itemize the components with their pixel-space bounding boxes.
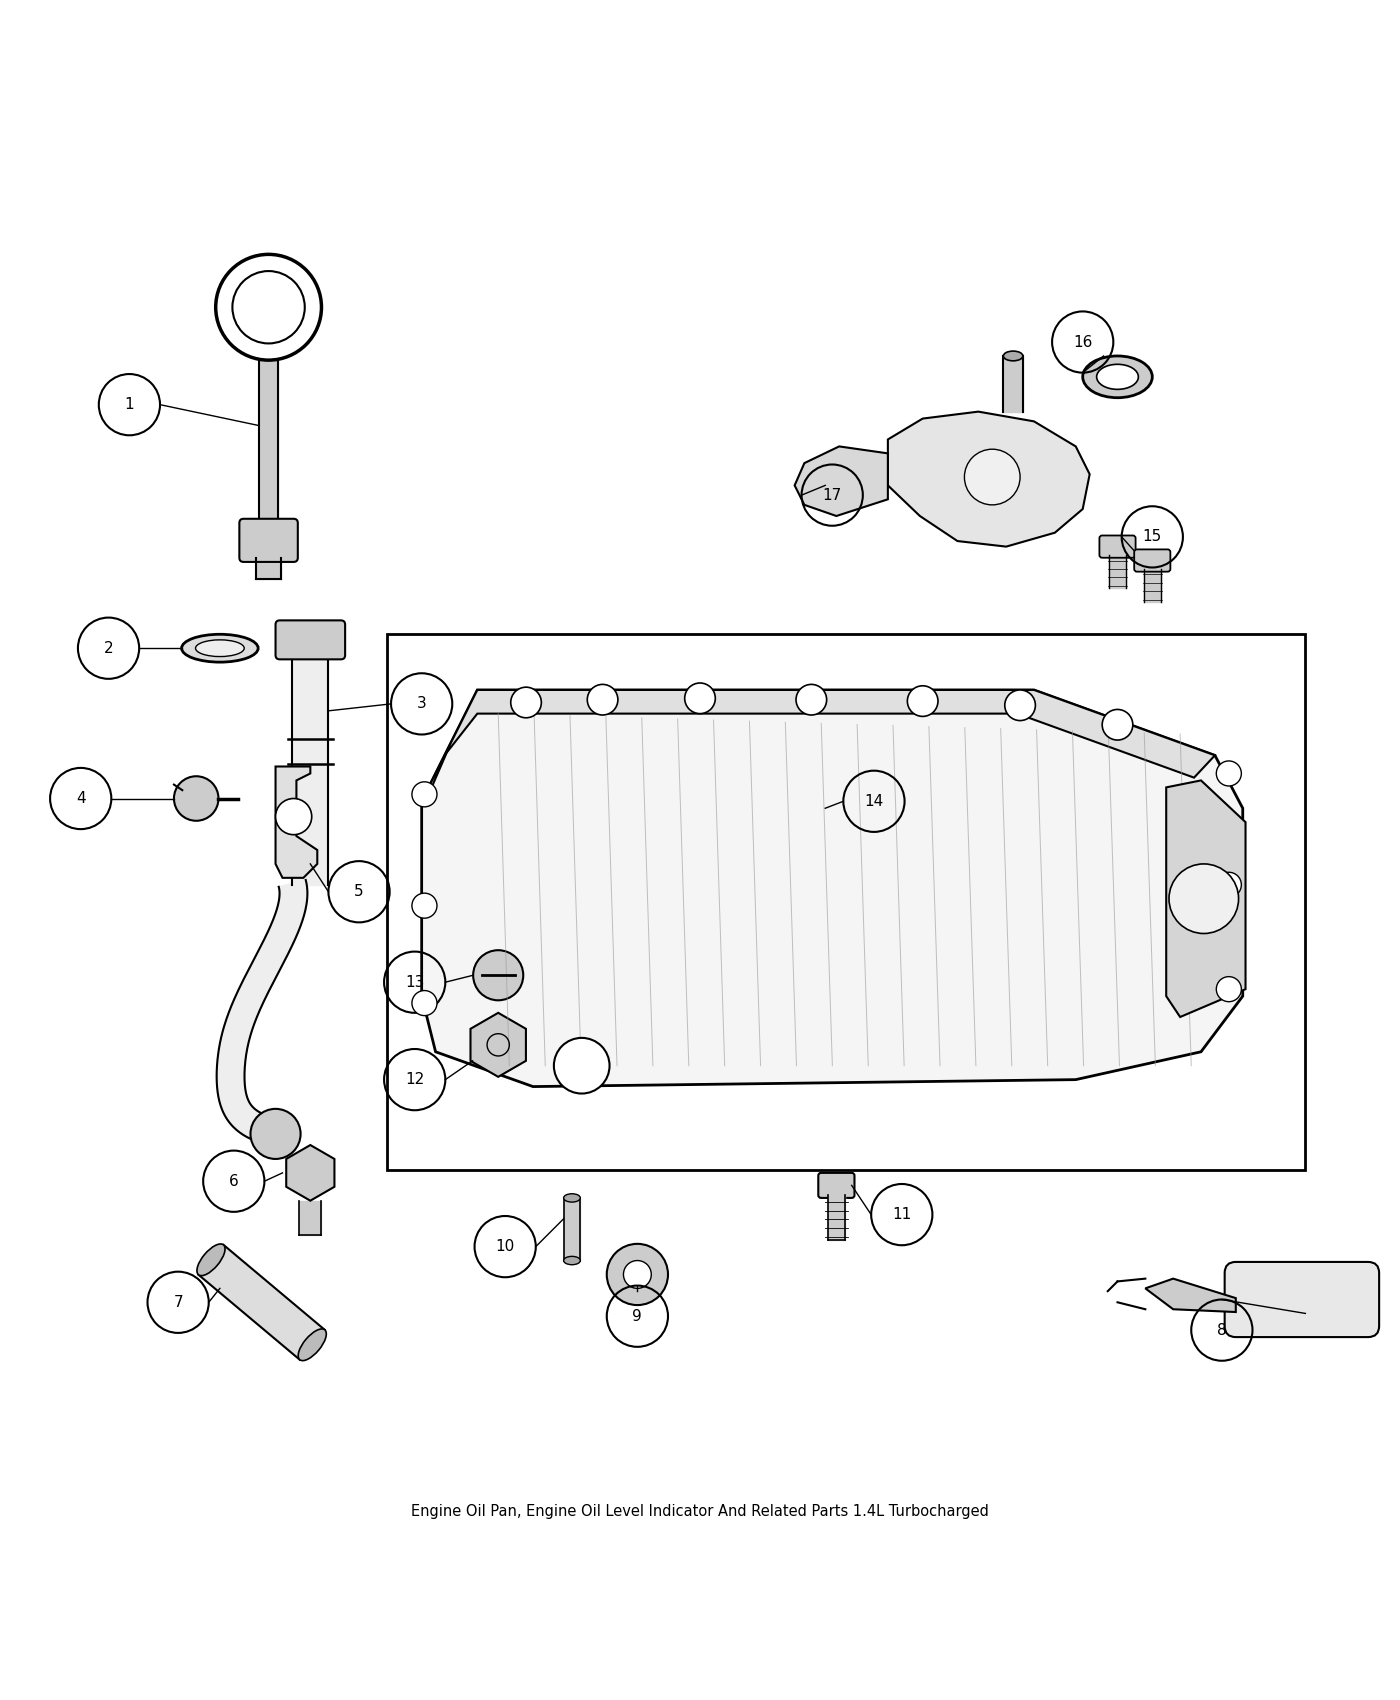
Circle shape	[511, 687, 542, 717]
Circle shape	[412, 991, 437, 1015]
FancyBboxPatch shape	[1225, 1261, 1379, 1338]
Text: 12: 12	[405, 1073, 424, 1086]
Ellipse shape	[182, 634, 258, 661]
Text: 15: 15	[1142, 529, 1162, 544]
Polygon shape	[276, 767, 318, 877]
Text: 5: 5	[354, 884, 364, 899]
Ellipse shape	[1082, 355, 1152, 398]
Ellipse shape	[1096, 364, 1138, 389]
Circle shape	[907, 685, 938, 716]
Circle shape	[623, 1260, 651, 1289]
Polygon shape	[421, 690, 1215, 801]
Circle shape	[1102, 709, 1133, 740]
Bar	[386, 634, 1305, 1170]
Circle shape	[251, 1108, 301, 1159]
Text: 7: 7	[174, 1295, 183, 1309]
Polygon shape	[1145, 1278, 1236, 1312]
Ellipse shape	[564, 1256, 581, 1265]
Circle shape	[412, 892, 437, 918]
FancyBboxPatch shape	[276, 620, 346, 660]
Ellipse shape	[196, 639, 244, 656]
Text: Engine Oil Pan, Engine Oil Level Indicator And Related Parts 1.4L Turbocharged: Engine Oil Pan, Engine Oil Level Indicat…	[412, 1503, 988, 1518]
Ellipse shape	[564, 1193, 581, 1202]
Polygon shape	[421, 690, 1243, 1086]
Text: 9: 9	[633, 1309, 643, 1324]
Text: 1: 1	[125, 398, 134, 411]
Circle shape	[797, 685, 826, 716]
Circle shape	[587, 685, 617, 716]
Text: 17: 17	[823, 488, 841, 503]
Circle shape	[1217, 976, 1242, 1001]
FancyBboxPatch shape	[1134, 549, 1170, 571]
Polygon shape	[199, 1244, 325, 1360]
Text: 2: 2	[104, 641, 113, 656]
Text: 3: 3	[417, 697, 427, 711]
Ellipse shape	[197, 1244, 225, 1275]
Text: 14: 14	[864, 794, 883, 809]
Circle shape	[606, 1244, 668, 1306]
Circle shape	[1169, 864, 1239, 933]
Text: 4: 4	[76, 790, 85, 806]
Text: 11: 11	[892, 1207, 911, 1222]
Circle shape	[276, 799, 312, 835]
Polygon shape	[286, 1146, 335, 1200]
Text: 8: 8	[1217, 1323, 1226, 1338]
Circle shape	[685, 683, 715, 714]
Circle shape	[473, 950, 524, 1000]
Polygon shape	[217, 881, 308, 1146]
Circle shape	[1217, 872, 1242, 898]
Text: 16: 16	[1072, 335, 1092, 350]
Ellipse shape	[298, 1329, 326, 1360]
FancyBboxPatch shape	[818, 1173, 854, 1198]
Circle shape	[1217, 762, 1242, 785]
FancyBboxPatch shape	[1099, 536, 1135, 558]
Circle shape	[412, 782, 437, 807]
Text: 13: 13	[405, 974, 424, 989]
Circle shape	[965, 449, 1021, 505]
Circle shape	[554, 1039, 609, 1093]
Circle shape	[1005, 690, 1036, 721]
Polygon shape	[888, 411, 1089, 547]
Polygon shape	[470, 1013, 526, 1076]
Text: 10: 10	[496, 1239, 515, 1255]
Ellipse shape	[1004, 352, 1023, 360]
Text: 6: 6	[230, 1173, 238, 1188]
Polygon shape	[795, 447, 888, 517]
Circle shape	[174, 777, 218, 821]
FancyBboxPatch shape	[239, 518, 298, 563]
Polygon shape	[1166, 780, 1246, 1017]
